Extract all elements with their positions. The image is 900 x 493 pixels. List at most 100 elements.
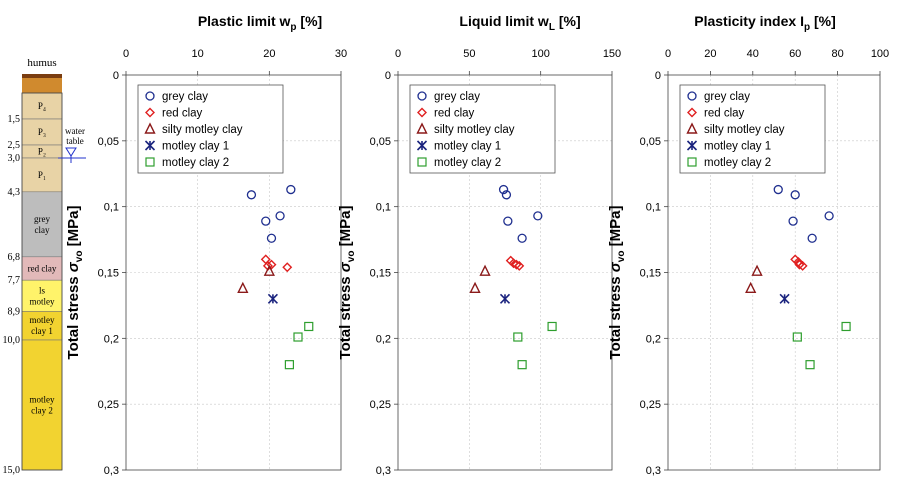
marker-square [145,157,155,167]
series-silty-motley-clay [469,264,491,293]
y-tick-label: 0 [655,70,661,82]
y-tick-label: 0 [385,70,391,82]
soil-layer-label: red clay [28,264,57,274]
legend-label: red clay [704,108,745,120]
series-motley-clay-1 [779,293,790,304]
y-axis-label-sub: vo [616,251,627,263]
marker-diamond [282,262,293,273]
y-axis-label: Total stress σvo [MPa] [65,206,85,360]
series-red-clay [505,255,525,271]
y-tick-label: 0,15 [370,268,391,280]
chart-title-unit: [%] [555,13,581,29]
depth-label: 10,0 [3,335,21,346]
marker-triangle [745,281,757,293]
soil-layer-label: P₄ [38,101,46,111]
legend-label: red clay [162,108,203,120]
soil-layer-label: P₃ [38,127,46,137]
legend-label: motley clay 1 [434,141,501,153]
y-tick-label: 0,3 [104,465,119,477]
marker-diamond [797,260,808,271]
depth-label: 1,5 [8,114,21,125]
legend-label: red clay [434,108,475,120]
y-tick-label: 0,2 [104,333,119,345]
series-motley-clay-2 [284,321,314,370]
series-red-clay [260,254,293,273]
series-red-clay [790,254,808,271]
legend-label: silty motley clay [704,124,785,136]
marker-triangle [479,264,491,276]
depth-label: 4,3 [8,187,21,198]
legend-label: motley clay 2 [704,157,771,169]
y-tick-label: 0,25 [640,399,661,411]
legend-label: motley clay 1 [704,141,771,153]
soil-layer-label-line: clay 2 [31,406,53,416]
y-tick-label: 0,05 [640,136,661,148]
soil-layer [21,157,63,193]
y-tick-label: 0 [113,70,119,82]
y-tick-label: 0,25 [370,399,391,411]
humus-layer [22,74,62,78]
x-tick-label: 100 [531,48,549,60]
chart-title-sub: p [804,22,810,33]
marker-square [417,157,427,167]
y-axis-label-sub: vo [346,251,357,263]
x-tick-label: 50 [463,48,475,60]
depth-label: 2,5 [8,140,21,151]
legend-box [137,84,284,174]
chart-title-unit: [%] [297,13,323,29]
soil-layer-label: motley clay 1 [30,315,55,336]
series-motley-clay-2 [513,321,557,370]
y-axis-label: Total stress σvo [MPa] [337,206,357,360]
chart-title: Liquid limit wL [%] [459,13,580,33]
y-axis-label: Total stress σvo [MPa] [607,206,627,360]
series-grey-clay [773,184,834,243]
marker-circle [246,190,257,200]
legend-box [409,84,556,174]
series-silty-motley-clay [237,264,275,293]
soil-layer-label-line: P₄ [38,101,46,111]
legend-label: silty motley clay [434,124,515,136]
marker-square [304,321,314,332]
y-axis-label-main: Total stress [607,272,624,359]
x-tick-label: 100 [871,48,889,60]
water-table-label: water [65,126,85,136]
y-tick-label: 0,05 [370,136,391,148]
soil-layer-label-line: P₃ [38,127,46,137]
y-tick-label: 0,3 [376,465,391,477]
depth-label: 6,8 [8,252,21,263]
y-axis-label-sigma: σ [337,261,354,272]
marker-circle [261,216,271,226]
marker-square [293,332,303,342]
soil-column-border [21,92,63,471]
marker-square [513,332,523,342]
marker-diamond [511,259,522,270]
marker-square [687,157,697,167]
x-tick-label: 0 [395,48,401,60]
y-axis-label-unit: [MPa] [65,206,82,251]
soil-layer-label: motley clay 2 [30,395,55,416]
y-tick-label: 0,1 [646,202,661,214]
y-tick-label: 0,3 [646,465,661,477]
marker-triangle [686,122,698,134]
chart-title-unit: [%] [810,13,836,29]
legend-label: motley clay 1 [162,141,229,153]
chart-panel: Liquid limit wL [%] 0 50 100 150 0 0,05 0,1 0,15… [337,13,621,477]
soil-layer-label-line: P₁ [38,170,46,180]
marker-circle [286,184,296,195]
y-axis-label-main: Total stress [337,272,354,359]
x-tick-label: 30 [335,48,347,60]
marker-triangle [416,122,428,134]
water-table-label: table [66,136,84,146]
y-tick-label: 0,1 [376,202,391,214]
series-motley-clay-1 [499,293,511,304]
series-motley-clay-2 [792,321,851,370]
legend-label: motley clay 2 [162,157,229,169]
marker-circle [498,184,509,195]
marker-square [841,321,851,332]
soil-layer-label-line: clay [35,225,50,235]
marker-diamond [417,107,427,118]
marker-circle [824,211,834,221]
